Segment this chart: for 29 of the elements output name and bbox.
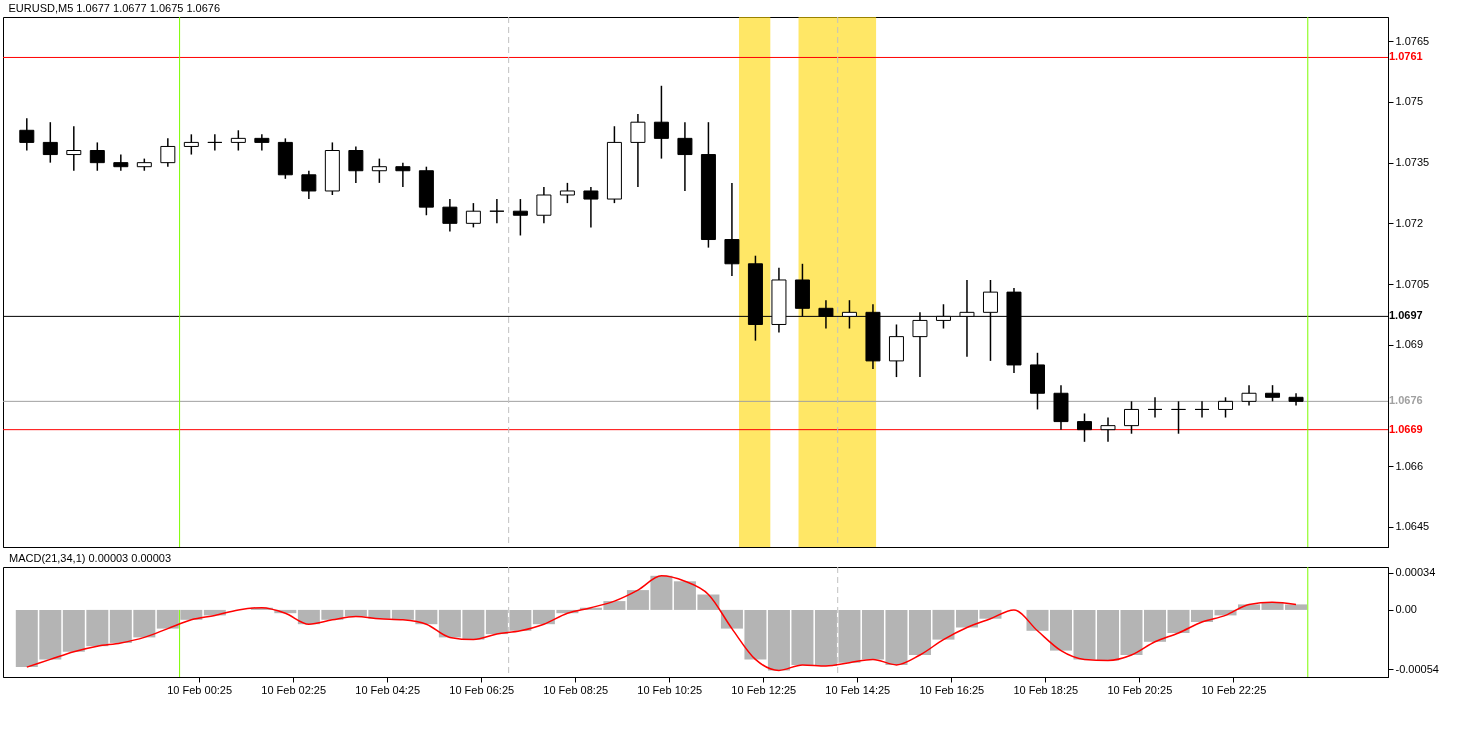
x-tick-label: 10 Feb 16:25 [919,683,985,696]
y-tick-label: 1.066 [1395,459,1424,472]
y-tick-label: 1.0765 [1395,34,1430,47]
y-tick-label: 0.00 [1395,603,1417,616]
x-tick-label: 10 Feb 22:25 [1201,683,1267,696]
y-tick-label: 0.00034 [1395,566,1436,578]
x-tick-label: 10 Feb 00:25 [167,683,233,696]
ref-line-label: 1.0669 [1389,422,1423,435]
y-tick-label: 1.075 [1395,95,1424,108]
x-tick-label: 10 Feb 06:25 [449,683,515,696]
x-tick-label: 10 Feb 10:25 [637,683,703,696]
x-tick-label: 10 Feb 20:25 [1107,683,1173,696]
y-tick-label: 1.0705 [1395,277,1430,290]
y-tick-label: 1.0735 [1395,156,1430,169]
x-tick-label: 10 Feb 12:25 [731,683,797,696]
ref-line-label: 1.0761 [1389,50,1423,63]
ref-line-label: 1.0697 [1389,309,1423,322]
x-tick-label: 10 Feb 08:25 [543,683,609,696]
x-tick-label: 10 Feb 02:25 [261,683,327,696]
x-tick-label: 10 Feb 18:25 [1013,683,1079,696]
y-tick-label: 1.069 [1395,338,1424,351]
x-tick-label: 10 Feb 04:25 [355,683,421,696]
y-tick-label: -0.00054 [1395,662,1439,675]
chart-title: EURUSD,M5 1.0677 1.0677 1.0675 1.0676 [8,1,221,14]
chart-title: MACD(21,34,1) 0.00003 0.00003 [9,551,172,564]
y-tick-label: 1.0645 [1395,520,1430,533]
x-tick-label: 10 Feb 14:25 [825,683,891,696]
ref-line-label: 1.0676 [1389,394,1423,407]
y-tick-label: 1.072 [1395,216,1424,229]
